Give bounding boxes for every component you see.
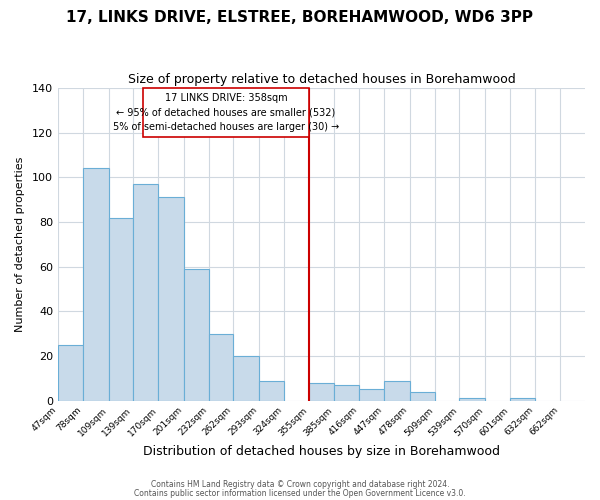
Bar: [259, 380, 284, 400]
Text: Contains public sector information licensed under the Open Government Licence v3: Contains public sector information licen…: [134, 488, 466, 498]
Bar: [83, 168, 109, 400]
Bar: [309, 382, 334, 400]
Text: Contains HM Land Registry data © Crown copyright and database right 2024.: Contains HM Land Registry data © Crown c…: [151, 480, 449, 489]
Bar: [58, 345, 83, 401]
Text: 17 LINKS DRIVE: 358sqm: 17 LINKS DRIVE: 358sqm: [164, 93, 287, 103]
Y-axis label: Number of detached properties: Number of detached properties: [15, 156, 25, 332]
Text: 17, LINKS DRIVE, ELSTREE, BOREHAMWOOD, WD6 3PP: 17, LINKS DRIVE, ELSTREE, BOREHAMWOOD, W…: [67, 10, 533, 25]
Bar: [410, 392, 435, 400]
Text: ← 95% of detached houses are smaller (532): ← 95% of detached houses are smaller (53…: [116, 108, 335, 118]
X-axis label: Distribution of detached houses by size in Borehamwood: Distribution of detached houses by size …: [143, 444, 500, 458]
Bar: [233, 356, 259, 401]
Bar: [359, 390, 384, 400]
Bar: [143, 88, 309, 137]
Bar: [158, 198, 184, 400]
Bar: [510, 398, 535, 400]
Title: Size of property relative to detached houses in Borehamwood: Size of property relative to detached ho…: [128, 72, 515, 86]
Bar: [384, 380, 410, 400]
Bar: [334, 385, 359, 400]
Text: 5% of semi-detached houses are larger (30) →: 5% of semi-detached houses are larger (3…: [113, 122, 339, 132]
Bar: [460, 398, 485, 400]
Bar: [184, 269, 209, 400]
Bar: [109, 218, 133, 400]
Bar: [133, 184, 158, 400]
Bar: [209, 334, 233, 400]
